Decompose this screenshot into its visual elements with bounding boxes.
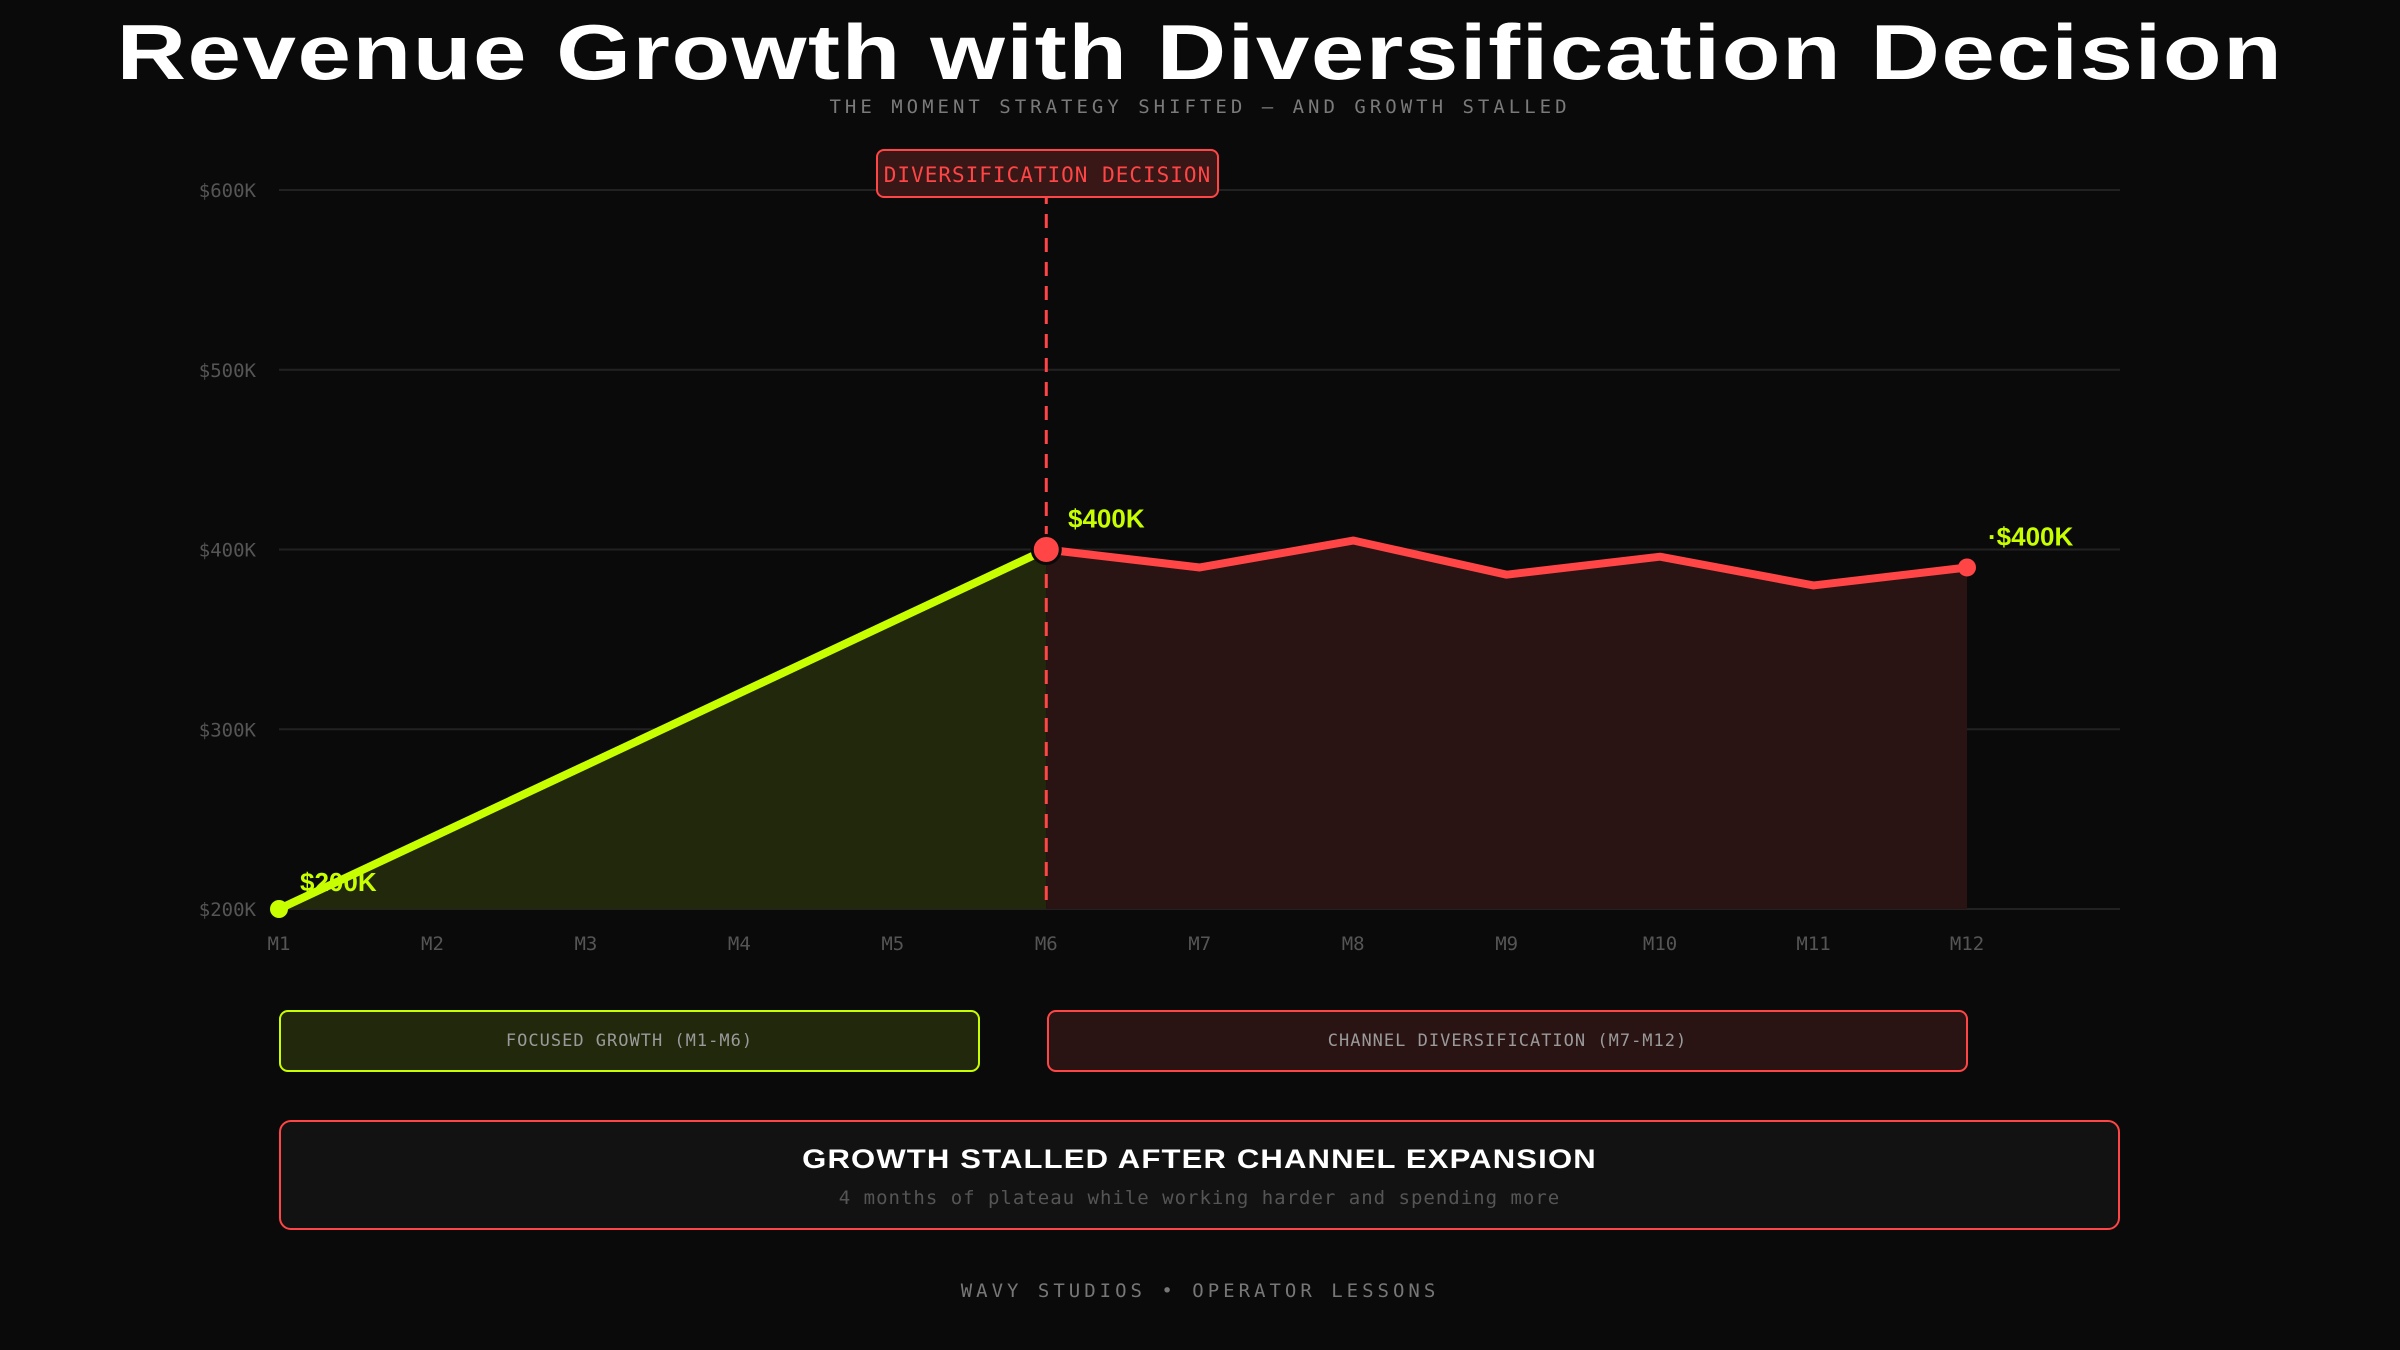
data-point [1030,534,1062,565]
revenue-chart: $200K $300K $400K $500K $600K M1 M2 M3 M4 M5 M6 M7 M… [199,149,2120,955]
chart-title: Revenue Growth with Diversification Deci… [0,10,2400,96]
x-tick-label: M12 [1950,933,1984,955]
x-tick-label: M10 [1643,933,1677,955]
callout-box: GROWTH STALLED AFTER CHANNEL EXPANSION 4… [279,1120,2120,1230]
x-tick-label: M4 [728,933,751,955]
x-tick-label: M5 [881,933,904,955]
line-focused-growth [277,545,1048,913]
callout-subtitle: 4 months of plateau while working harder… [838,1187,1561,1209]
chart-subtitle: THE MOMENT STRATEGY SHIFTED — AND GROWTH… [829,96,1571,118]
data-label: ·$400K [1988,521,2073,551]
decision-badge-label: DIVERSIFICATION DECISION [884,163,1211,187]
y-tick-label: $300K [199,719,257,741]
area-diversification [1046,540,1967,909]
x-tick-label: M1 [268,933,291,955]
phase-channel-diversification: CHANNEL DIVERSIFICATION (M7-M12) [1047,1010,1968,1072]
y-tick-label: $500K [199,360,257,382]
line-diversification [1045,536,1968,590]
x-tick-label: M9 [1495,933,1518,955]
phase-focused-growth: FOCUSED GROWTH (M1-M6) [279,1010,980,1072]
footer: WAVY STUDIOS • OPERATOR LESSONS [960,1280,1440,1302]
data-label: $400K [1068,504,1145,534]
x-tick-label: M8 [1342,933,1365,955]
x-tick-label: M3 [574,933,597,955]
chart-title-text: Revenue Growth with Diversification Deci… [116,10,2284,97]
decision-badge [876,149,1219,198]
x-tick-label: M6 [1035,933,1058,955]
x-tick-label: M2 [421,933,444,955]
data-label: $200K [300,867,377,897]
y-tick-label: $200K [199,899,257,921]
callout-title: GROWTH STALLED AFTER CHANNEL EXPANSION [802,1144,1597,1174]
x-tick-label: M7 [1188,933,1211,955]
y-tick-label: $400K [199,540,257,562]
data-point [270,900,288,918]
data-point [1958,558,1976,577]
x-tick-label: M11 [1796,933,1830,955]
y-tick-label: $600K [199,180,257,202]
